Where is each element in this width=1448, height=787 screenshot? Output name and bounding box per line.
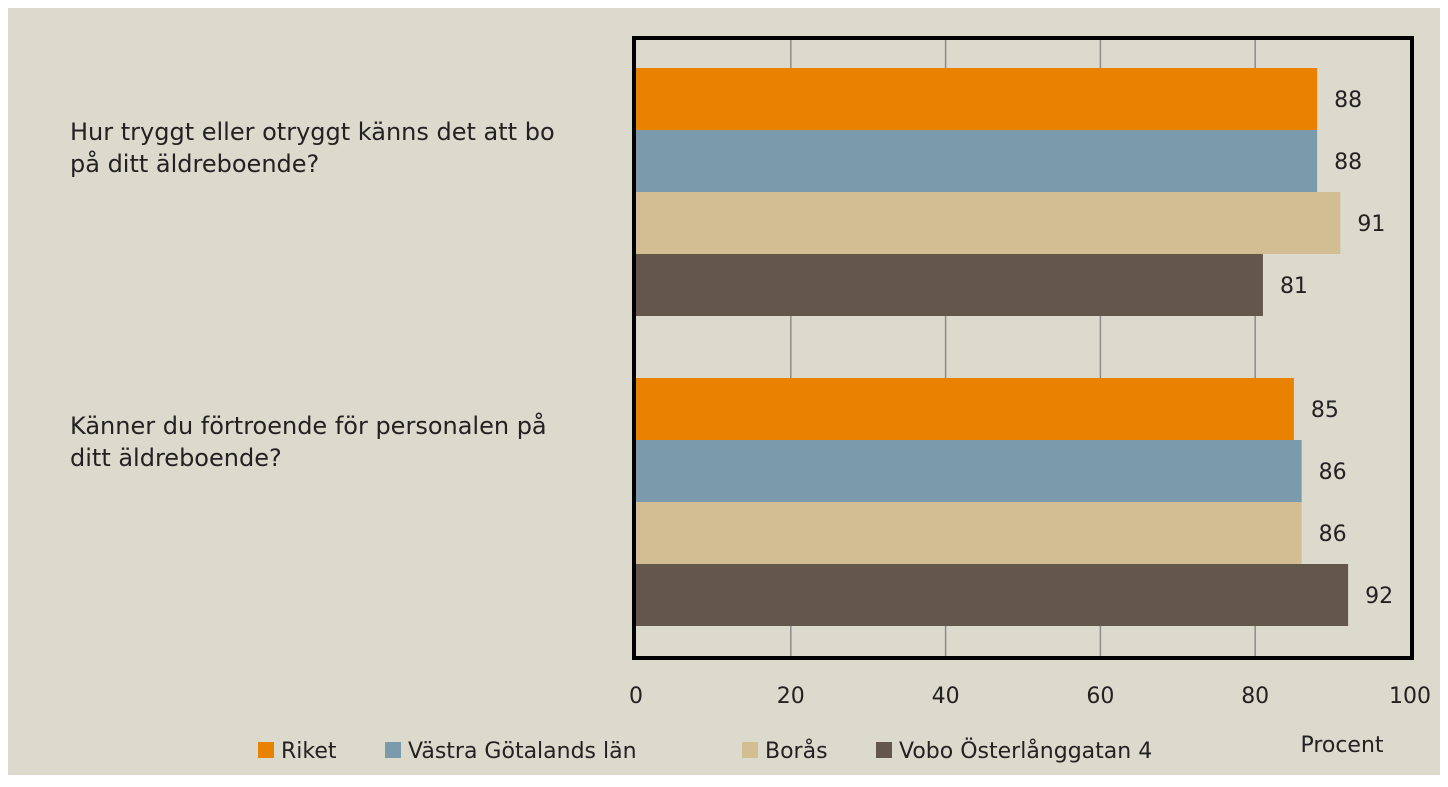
x-tick-label: 0 <box>629 684 643 709</box>
x-tick-label: 100 <box>1389 684 1431 709</box>
x-axis-ticks: 0 20 40 60 80 100 <box>629 684 1431 709</box>
bar-value-label: 91 <box>1357 212 1385 237</box>
bar <box>636 68 1318 130</box>
x-tick-label: 20 <box>777 684 805 709</box>
bar-value-label: 86 <box>1319 460 1347 485</box>
legend-label: Västra Götalands län <box>408 739 637 764</box>
legend-label: Riket <box>281 739 337 764</box>
legend: Riket Västra Götalands län Borås Vobo Öster… <box>258 738 1152 764</box>
bars <box>636 68 1349 626</box>
legend-swatch <box>385 742 401 758</box>
bar-value-label: 88 <box>1334 88 1362 113</box>
legend-label: Vobo Österlånggatan 4 <box>899 738 1152 764</box>
x-tick-label: 60 <box>1086 684 1114 709</box>
x-tick-label: 40 <box>932 684 960 709</box>
x-tick-label: 80 <box>1241 684 1269 709</box>
bar <box>636 254 1263 316</box>
category-label-2: Känner du förtroende för personalen på d… <box>70 412 547 472</box>
data-labels: 88 88 91 81 85 86 86 92 <box>1280 88 1393 609</box>
bar <box>636 440 1302 502</box>
bar-value-label: 92 <box>1365 584 1393 609</box>
bar-value-label: 85 <box>1311 398 1339 423</box>
plot-frame <box>632 36 1414 660</box>
legend-swatch <box>876 742 892 758</box>
bar <box>636 130 1318 192</box>
legend-swatch <box>258 742 274 758</box>
x-axis-title: Procent <box>1300 733 1383 758</box>
bar <box>636 502 1302 564</box>
bar <box>636 564 1349 626</box>
bar-value-label: 81 <box>1280 274 1308 299</box>
bar-value-label: 86 <box>1319 522 1347 547</box>
category-label-1: Hur tryggt eller otryggt känns det att b… <box>70 118 555 178</box>
bar-value-label: 88 <box>1334 150 1362 175</box>
bar <box>636 378 1294 440</box>
legend-label: Borås <box>765 738 828 764</box>
bar <box>636 192 1341 254</box>
legend-swatch <box>742 742 758 758</box>
